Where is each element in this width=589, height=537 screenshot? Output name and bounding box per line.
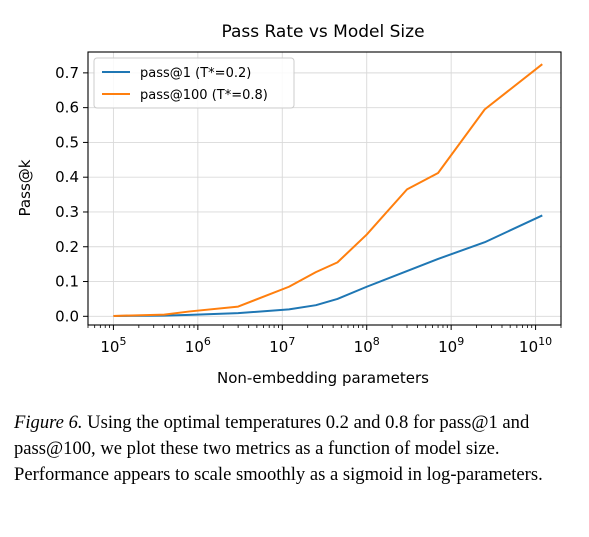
legend: pass@1 (T*=0.2) pass@100 (T*=0.8) [93,57,295,109]
y-tick-label: 0.4 [55,168,79,186]
x-tick-label: 105 [100,335,126,356]
x-tick-label: 107 [269,335,295,356]
x-axis-label: Non-embedding parameters [217,369,429,387]
y-tick-label: 0.1 [55,273,79,291]
y-tick-label: 0.0 [55,307,79,325]
legend-label: pass@100 (T*=0.8) [140,88,268,103]
y-tick-label: 0.2 [55,238,79,256]
y-axis-label: Pass@k [16,159,34,216]
x-tick-label: 109 [438,335,464,356]
y-tick-label: 0.5 [55,133,79,151]
pass-rate-chart: Pass Rate vs Model Size 0.00.10.20.30.40… [16,22,562,387]
y-tick-label: 0.3 [55,203,79,221]
series-line [113,63,543,317]
x-tick-label: 106 [185,335,211,356]
legend-box [93,57,295,109]
axis-ticks: 0.0 0.1 0.2 0.3 0.4 0.5 0.6 0.7 105 106 107 108 109 1… [55,64,562,356]
y-tick-label: 0.7 [55,64,79,82]
figure-caption: Figure 6. Using the optimal temperatures… [14,410,574,488]
caption-label: Figure 6. [14,412,83,433]
series-lines [113,63,543,317]
x-tick-label: 108 [354,335,380,356]
legend-label: pass@1 (T*=0.2) [140,66,251,81]
y-tick-label: 0.6 [55,99,79,117]
chart-title: Pass Rate vs Model Size [221,22,424,42]
caption-text: Using the optimal temperatures 0.2 and 0… [14,412,543,485]
series-line [113,214,543,317]
plot-frame [87,51,562,326]
x-tick-label: 1010 [519,335,552,356]
